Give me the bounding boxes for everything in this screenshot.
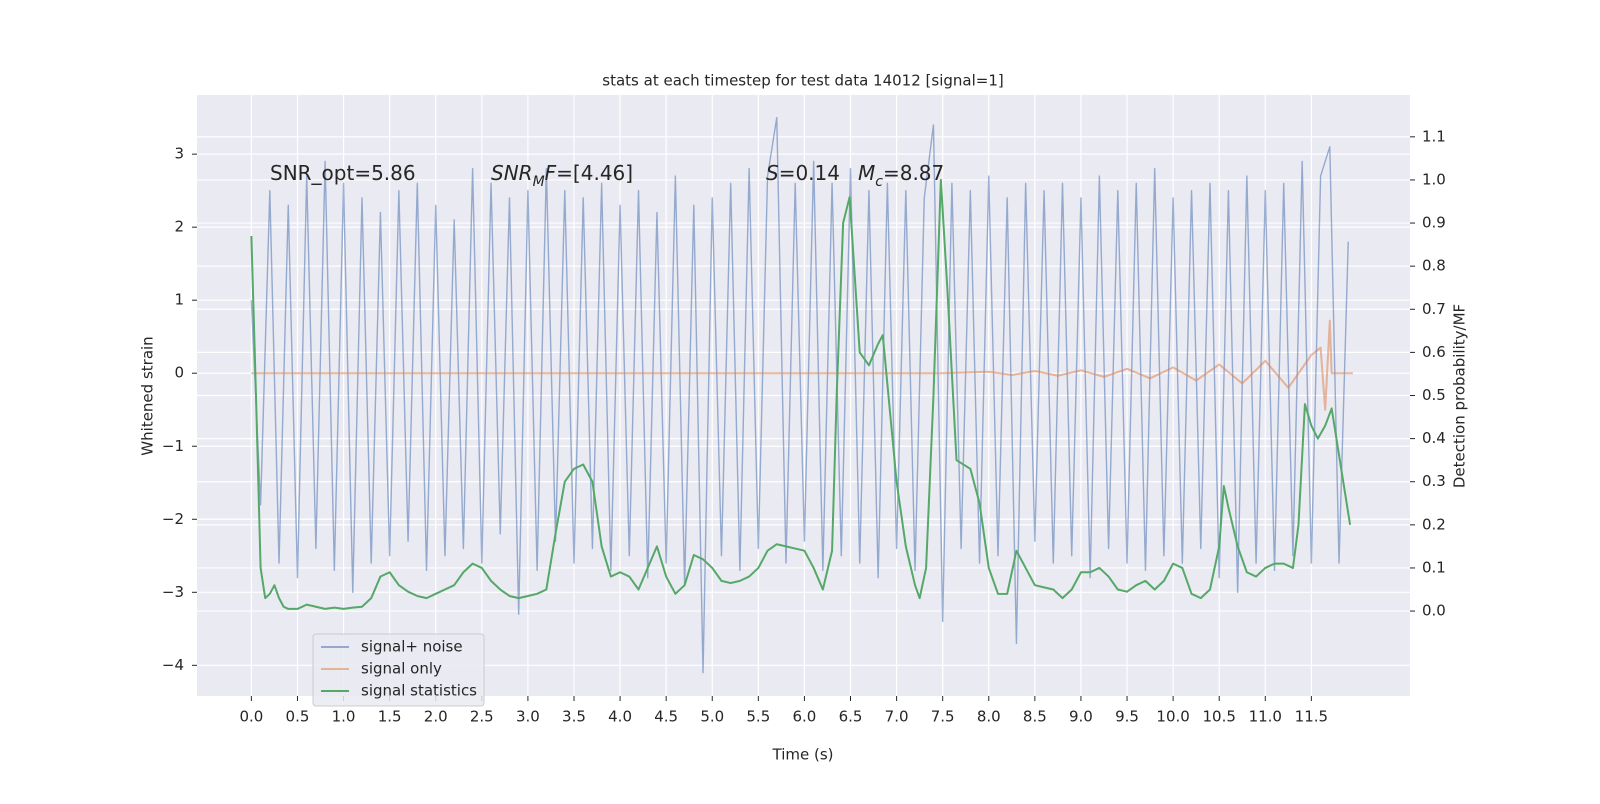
y2-axis-label: Detection probability/MF [1451, 304, 1469, 488]
y-tick-label: −3 [162, 583, 184, 601]
series-line [250, 116, 1349, 674]
series-layer [250, 116, 1353, 674]
y-tick-label: 1 [174, 291, 184, 309]
y2-tick-label: 0.4 [1422, 429, 1446, 447]
x-tick-label: 8.5 [1023, 708, 1047, 726]
x-tick-label: 7.0 [885, 708, 909, 726]
x-tick-label: 11.0 [1249, 708, 1282, 726]
annotation: S=0.14 [766, 161, 840, 185]
y-tick-label: −2 [162, 510, 184, 528]
x-tick-label: 4.5 [654, 708, 678, 726]
annotation-part: =8.87 [883, 161, 944, 185]
legend-label: signal statistics [361, 682, 477, 700]
annotation-part: c [875, 174, 883, 190]
y-axis-label: Whitened strain [139, 336, 157, 455]
annotation: Mc=8.87 [858, 161, 944, 191]
axes: 0.0 0.5 1.0 1.5 2.0 2.5 3.0 3.5 4.0 4.5 5.0 5.5 6.0 6… [162, 127, 1446, 725]
x-tick-label: 1.5 [378, 708, 402, 726]
y2-tick-label: 0.6 [1422, 343, 1446, 361]
x-tick-label: 1.0 [332, 708, 356, 726]
y2-tick-label: 0.1 [1422, 558, 1446, 576]
x-tick-label: 3.0 [516, 708, 540, 726]
x-tick-label: 9.5 [1115, 708, 1139, 726]
y2-tick-label: 0.7 [1422, 300, 1446, 318]
legend: signal+ noise signal only signal statistic… [312, 633, 485, 707]
x-tick-label: 11.5 [1295, 708, 1328, 726]
x-tick-label: 5.0 [700, 708, 724, 726]
y2-tick-label: 1.0 [1422, 170, 1446, 188]
x-axis-label: Time (s) [772, 746, 834, 764]
annotation-part: SNR_opt=5.86 [270, 161, 416, 185]
y-tick-label: −1 [162, 437, 184, 455]
x-tick-label: 9.0 [1069, 708, 1093, 726]
series-line [251, 319, 1353, 411]
x-tick-label: 5.5 [746, 708, 770, 726]
annotation-part: =0.14 [779, 161, 840, 185]
annotation-part: M [533, 174, 545, 190]
x-tick-label: 6.5 [839, 708, 863, 726]
legend-box [312, 633, 485, 707]
y2-tick-label: 0.9 [1422, 214, 1446, 232]
y2-tick-label: 0.8 [1422, 257, 1446, 275]
x-tick-label: 0.0 [239, 708, 263, 726]
x-tick-label: 10.0 [1156, 708, 1189, 726]
legend-label: signal+ noise [361, 638, 463, 656]
legend-label: signal only [361, 660, 442, 678]
annotation: SNR_opt=5.86 [270, 161, 416, 185]
y2-tick-label: 0.3 [1422, 472, 1446, 490]
annotation-part: M [858, 161, 875, 185]
x-tick-label: 6.0 [792, 708, 816, 726]
x-tick-label: 7.5 [931, 708, 955, 726]
annotation-part: F [545, 161, 557, 185]
x-tick-label: 3.5 [562, 708, 586, 726]
annotation-part: SNR [491, 161, 533, 185]
x-tick-label: 2.0 [424, 708, 448, 726]
y2-tick-label: 0.2 [1422, 515, 1446, 533]
x-tick-label: 10.5 [1202, 708, 1235, 726]
x-tick-label: 0.5 [286, 708, 310, 726]
x-tick-label: 8.0 [977, 708, 1001, 726]
y2-tick-label: 0.0 [1422, 602, 1446, 620]
chart-title: stats at each timestep for test data 140… [602, 72, 1003, 90]
y-tick-label: 2 [174, 218, 184, 236]
series-line [250, 178, 1352, 610]
y2-tick-label: 1.1 [1422, 127, 1446, 145]
y-tick-label: 3 [174, 145, 184, 163]
annotation: SNRMF=[4.46] [491, 161, 633, 191]
x-tick-label: 2.5 [470, 708, 494, 726]
x-tick-label: 4.0 [608, 708, 632, 726]
annotation-part: S [766, 161, 779, 185]
annotation-part: =[4.46] [556, 161, 633, 185]
y-tick-label: −4 [162, 656, 184, 674]
y-tick-label: 0 [174, 364, 184, 382]
y2-tick-label: 0.5 [1422, 386, 1446, 404]
